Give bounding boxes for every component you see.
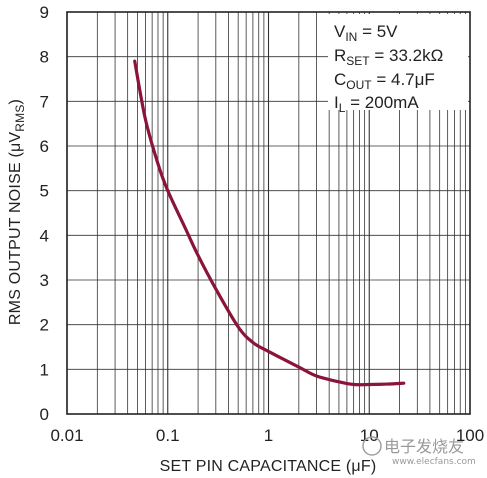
y-tick-label: 7	[40, 92, 49, 111]
y-tick-label: 3	[40, 271, 49, 290]
y-tick-label: 9	[40, 3, 49, 22]
noise-series-line	[133, 59, 406, 387]
x-tick-label: 100	[456, 426, 484, 445]
y-tick-label: 2	[40, 316, 49, 335]
y-tick-label: 6	[40, 137, 49, 156]
y-tick-label: 8	[40, 48, 49, 67]
x-axis-title: SET PIN CAPACITANCE (μF)	[160, 458, 377, 475]
x-tick-label: 1	[264, 426, 273, 445]
annotation-box	[328, 14, 468, 110]
tick-labels: 0.01 0.1 1 10 100 0 1 2 3 4 5 6 7 8 9	[40, 3, 485, 445]
watermark-url: www.elecfans.com	[392, 457, 476, 467]
y-tick-label: 1	[40, 360, 49, 379]
y-tick-label: 4	[40, 226, 49, 245]
annotation-il: IL = 200mA	[334, 93, 419, 115]
x-tick-label: 0.1	[156, 426, 180, 445]
x-tick-label: 0.01	[50, 426, 83, 445]
watermark-text: 电子发烧友	[384, 437, 464, 456]
x-tick-label: 10	[360, 426, 379, 445]
y-tick-label: 0	[40, 405, 49, 424]
series-lines	[133, 59, 406, 387]
watermark: 电子发烧友 www.elecfans.com	[362, 436, 476, 467]
grid	[66, 11, 470, 415]
watermark-logo-icon	[362, 436, 382, 456]
plot-frame	[66, 11, 471, 415]
annotation-rset: RSET = 33.2kΩ	[334, 46, 443, 68]
y-tick-label: 5	[40, 182, 49, 201]
annotation-vin: VIN = 5V	[334, 22, 398, 44]
annotation-cout: COUT = 4.7μF	[334, 70, 435, 92]
y-axis-title: RMS OUTPUT NOISE (μVRMS)	[7, 99, 27, 325]
